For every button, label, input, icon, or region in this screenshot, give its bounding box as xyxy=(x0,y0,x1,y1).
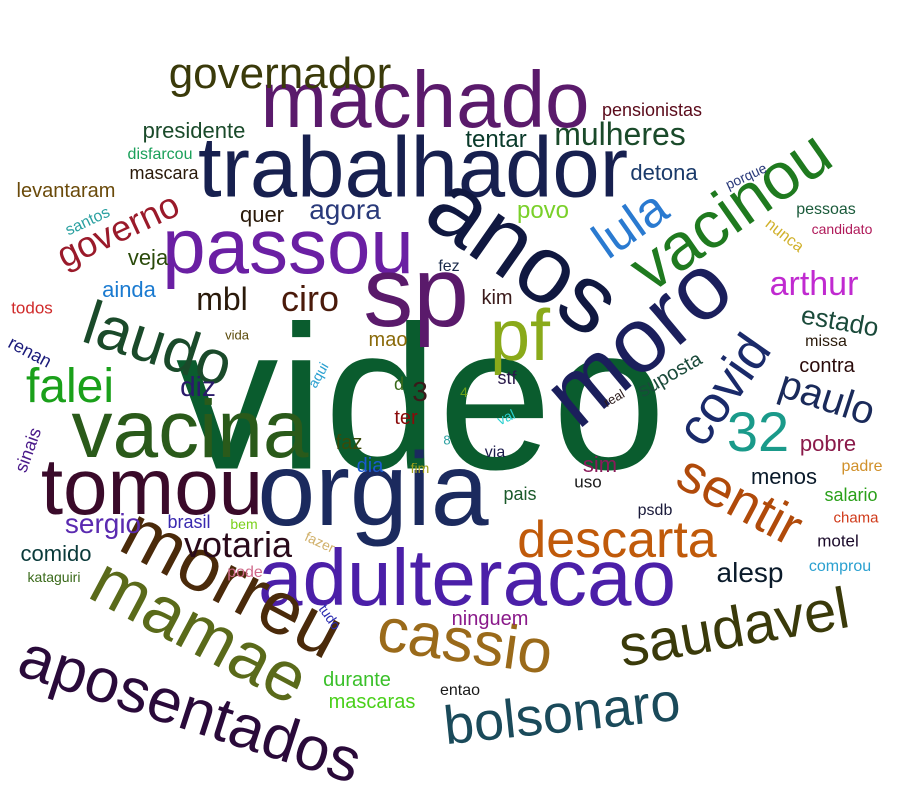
word-adulteracao: adulteracao xyxy=(257,533,677,622)
word-machado: machado xyxy=(260,55,590,144)
word-vacina: vacina xyxy=(71,384,309,475)
word-ter: ter xyxy=(394,407,418,429)
word-tomou: tomou xyxy=(40,442,264,531)
word-faz: faz xyxy=(335,432,363,454)
word-diz: diz xyxy=(180,371,216,402)
word-kim: kim xyxy=(481,287,513,309)
word-sinais: sinais xyxy=(10,424,46,476)
word-comprou: comprou xyxy=(808,558,872,575)
word-arthur: arthur xyxy=(769,265,859,303)
word-chama: chama xyxy=(833,509,879,527)
word-orgia: orgia xyxy=(257,432,489,548)
word-pais: pais xyxy=(503,484,537,504)
word-mulheres: mulheres xyxy=(554,116,686,152)
word-pf: pf xyxy=(489,296,551,376)
word-quer: quer xyxy=(239,202,285,227)
word-disfarcou: disfarcou xyxy=(127,146,193,163)
word-mbl: mbl xyxy=(196,281,248,317)
word-passou: passou xyxy=(162,202,414,290)
word-sim: sim xyxy=(582,452,618,477)
word-motel: motel xyxy=(817,531,859,551)
word-entao: entao xyxy=(439,682,481,699)
word-governador: governador xyxy=(168,49,392,98)
word-8: 8 xyxy=(443,432,451,448)
word-sp: sp xyxy=(363,236,469,348)
word-detona: detona xyxy=(630,160,698,185)
word-levantaram: levantaram xyxy=(16,180,116,202)
word-vida: vida xyxy=(225,327,249,343)
word-povo: povo xyxy=(516,197,570,224)
word-pensionistas: pensionistas xyxy=(601,100,703,120)
word-32: 32 xyxy=(726,400,790,463)
word-alesp: alesp xyxy=(716,557,784,588)
word-veja: veja xyxy=(127,245,169,270)
word-mao: mao xyxy=(368,329,408,351)
word-d: d xyxy=(393,374,405,394)
word-psdb: psdb xyxy=(637,502,673,519)
word-mascaras: mascaras xyxy=(328,691,416,713)
word-presidente: presidente xyxy=(142,118,246,143)
word-votaria: votaria xyxy=(183,524,293,565)
word-missa: missa xyxy=(805,333,847,350)
word-via: via xyxy=(484,444,506,461)
word-descarta: descarta xyxy=(517,511,717,569)
word-candidato: candidato xyxy=(811,221,873,237)
word-uso: uso xyxy=(574,472,602,492)
word-kataguiri: kataguiri xyxy=(27,569,81,585)
word-salario: salario xyxy=(824,485,878,505)
word-mascara: mascara xyxy=(129,163,199,183)
word-ainda: ainda xyxy=(102,277,156,302)
word-tentar: tentar xyxy=(465,126,527,153)
word-pobre: pobre xyxy=(799,431,857,456)
word-4: 4 xyxy=(460,384,468,400)
word-ninguem: ninguem xyxy=(451,608,529,630)
word-menos: menos xyxy=(750,464,818,489)
word-video: video xyxy=(175,283,667,513)
word-3: 3 xyxy=(412,376,428,407)
word-fim: fim xyxy=(410,460,430,476)
word-comido: comido xyxy=(20,541,92,566)
word-sergio: sergio xyxy=(64,508,142,539)
word-dia: dia xyxy=(356,455,384,477)
word-agora: agora xyxy=(309,194,381,225)
word-stf: stf xyxy=(497,368,517,388)
word-brasil: brasil xyxy=(167,512,211,532)
word-ciro: ciro xyxy=(280,278,340,319)
word-trabalhador: trabalhador xyxy=(197,120,629,216)
word-falei: falei xyxy=(25,360,115,413)
word-bem: bem xyxy=(230,516,258,532)
word-pode: pode xyxy=(227,564,263,581)
word-padre: padre xyxy=(841,458,883,475)
word-nunca: nunca xyxy=(761,215,807,256)
word-durante: durante xyxy=(323,669,391,691)
word-todos: todos xyxy=(11,298,53,318)
word-fez: fez xyxy=(438,258,460,275)
word-contra: contra xyxy=(799,355,855,377)
word-pessoas: pessoas xyxy=(796,201,856,218)
